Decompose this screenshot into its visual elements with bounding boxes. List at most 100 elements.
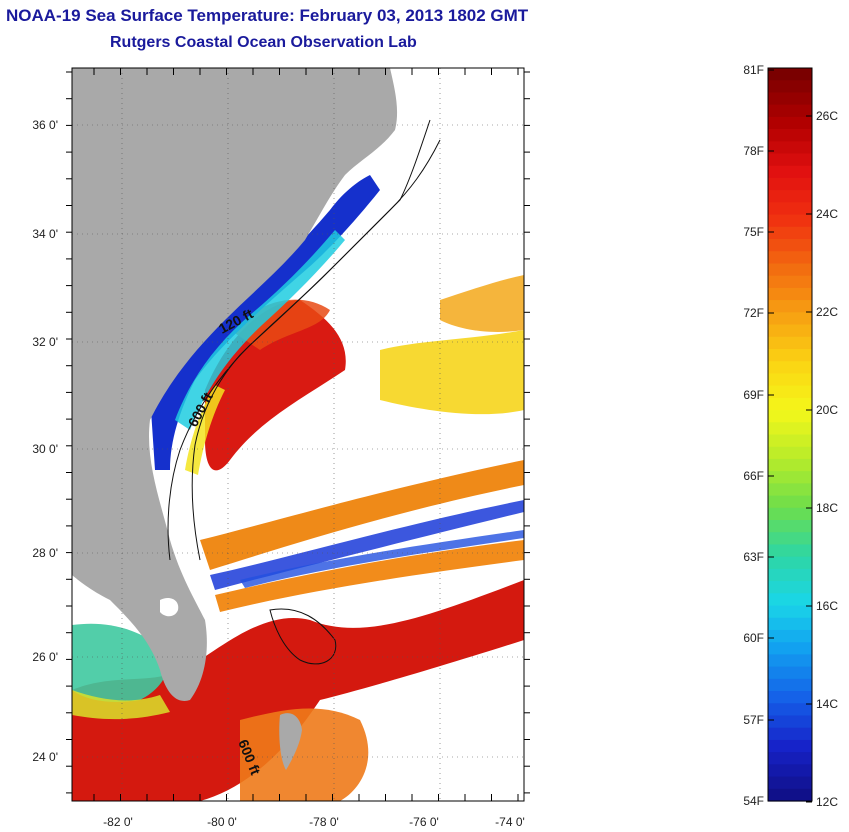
colorbar-band: [768, 593, 812, 607]
southern-orange-area: [240, 708, 369, 801]
colorbar-fahrenheit-label: 63F: [743, 550, 764, 564]
colorbar-band: [768, 287, 812, 301]
colorbar-band: [768, 92, 812, 106]
latitude-label: 24 0': [32, 750, 58, 764]
colorbar-band: [768, 715, 812, 729]
colorbar-band: [768, 361, 812, 375]
colorbar-band: [768, 214, 812, 228]
lake-okeechobee: [160, 598, 179, 617]
colorbar-band: [768, 434, 812, 448]
land-mass: [72, 68, 398, 701]
colorbar-band: [768, 483, 812, 497]
colorbar-band: [768, 312, 812, 326]
colorbar-fahrenheit-label: 75F: [743, 225, 764, 239]
colorbar-band: [768, 776, 812, 790]
colorbar-band: [768, 153, 812, 167]
colorbar-band: [768, 385, 812, 399]
colorbar-fahrenheit-label: 60F: [743, 631, 764, 645]
colorbar-band: [768, 666, 812, 680]
longitude-label: -74 0': [495, 815, 525, 829]
latitude-label: 34 0': [32, 227, 58, 241]
colorbar-band: [768, 581, 812, 594]
colorbar-fahrenheit-label: 54F: [743, 794, 764, 808]
map-subtitle: Rutgers Coastal Ocean Observation Lab: [110, 34, 417, 51]
colorbar-fahrenheit-labels: 81F 78F 75F 72F 69F 66F 63F 60F 57F 54F: [743, 63, 774, 808]
colorbar-celsius-labels: 26C 24C 22C 20C 18C 16C 14C 12C: [806, 109, 838, 809]
latitude-label: 28 0': [32, 546, 58, 560]
gulf-cool-region: [72, 623, 169, 702]
orange-band-2: [215, 540, 524, 612]
colorbar-celsius-label: 24C: [816, 207, 838, 221]
colorbar-band: [768, 617, 812, 631]
colorbar-band: [768, 202, 812, 216]
gulf-yellow-edge: [72, 690, 170, 720]
colorbar-celsius-label: 14C: [816, 697, 838, 711]
colorbar-band: [768, 275, 812, 289]
florida-keys-land: [279, 713, 302, 770]
colorbar-band: [768, 605, 812, 619]
colorbar-band: [768, 654, 812, 668]
contour-600ft: [191, 139, 441, 561]
coastal-cyan-band: [175, 230, 345, 430]
colorbar-band: [768, 263, 812, 277]
yellow-patch-1: [380, 330, 524, 415]
yellow-patch-2: [440, 275, 524, 332]
contour-bahamas: [269, 608, 337, 665]
colorbar-band: [768, 642, 812, 655]
colorbar-band: [768, 165, 812, 179]
longitude-label: -80 0': [207, 815, 237, 829]
colorbar-band: [768, 397, 812, 411]
latitude-label: 30 0': [32, 442, 58, 456]
latitude-labels: 36 0' 34 0' 32 0' 30 0' 28 0' 26 0' 24 0': [32, 118, 58, 764]
longitude-label: -76 0': [409, 815, 439, 829]
colorbar-band: [768, 471, 812, 484]
colorbar-band: [768, 752, 812, 765]
latitude-label: 26 0': [32, 650, 58, 664]
florida-current-warm: [72, 580, 524, 801]
colorbar-band: [768, 507, 812, 521]
colorbar-band: [768, 177, 812, 191]
colorbar-band: [768, 190, 812, 203]
colorbar-band: [768, 104, 812, 118]
colorbar-band: [768, 324, 812, 338]
longitude-label: -78 0': [309, 815, 339, 829]
colorbar-band: [768, 788, 812, 802]
colorbar-band: [768, 68, 812, 81]
colorbar-band: [768, 373, 812, 387]
colorbar-celsius-label: 20C: [816, 403, 838, 417]
colorbar-band: [768, 629, 812, 643]
sst-field: [72, 68, 524, 801]
map-gridlines: [72, 68, 524, 801]
colorbar-celsius-label: 18C: [816, 501, 838, 515]
colorbar-band: [768, 336, 812, 350]
colorbar-celsius-label: 22C: [816, 305, 838, 319]
colorbar-celsius-label: 16C: [816, 599, 838, 613]
colorbar-fahrenheit-label: 69F: [743, 388, 764, 402]
colorbar-band: [768, 141, 812, 155]
colorbar-band: [768, 348, 812, 362]
colorbar-frame: [767, 67, 813, 802]
blue-band-2: [240, 530, 524, 588]
colorbar-band: [768, 544, 812, 558]
map-ticks: [66, 68, 530, 801]
colorbar-band: [768, 410, 812, 423]
map-frame: [71, 67, 525, 802]
blue-band-1: [210, 500, 524, 590]
colorbar-fahrenheit-label: 78F: [743, 144, 764, 158]
colorbar-fahrenheit-label: 66F: [743, 469, 764, 483]
colorbar-band: [768, 446, 812, 460]
colorbar-band: [768, 495, 812, 509]
colorbar-band: [768, 703, 812, 717]
colorbar-band: [768, 678, 812, 692]
colorbar-band: [768, 80, 812, 94]
colorbar-band: [768, 300, 812, 313]
colorbar-band: [768, 764, 812, 778]
longitude-label: -82 0': [103, 815, 133, 829]
latitude-label: 32 0': [32, 335, 58, 349]
colorbar-band: [768, 422, 812, 436]
colorbar-band: [768, 727, 812, 741]
colorbar-band: [768, 239, 812, 252]
colorbar-fahrenheit-label: 72F: [743, 306, 764, 320]
